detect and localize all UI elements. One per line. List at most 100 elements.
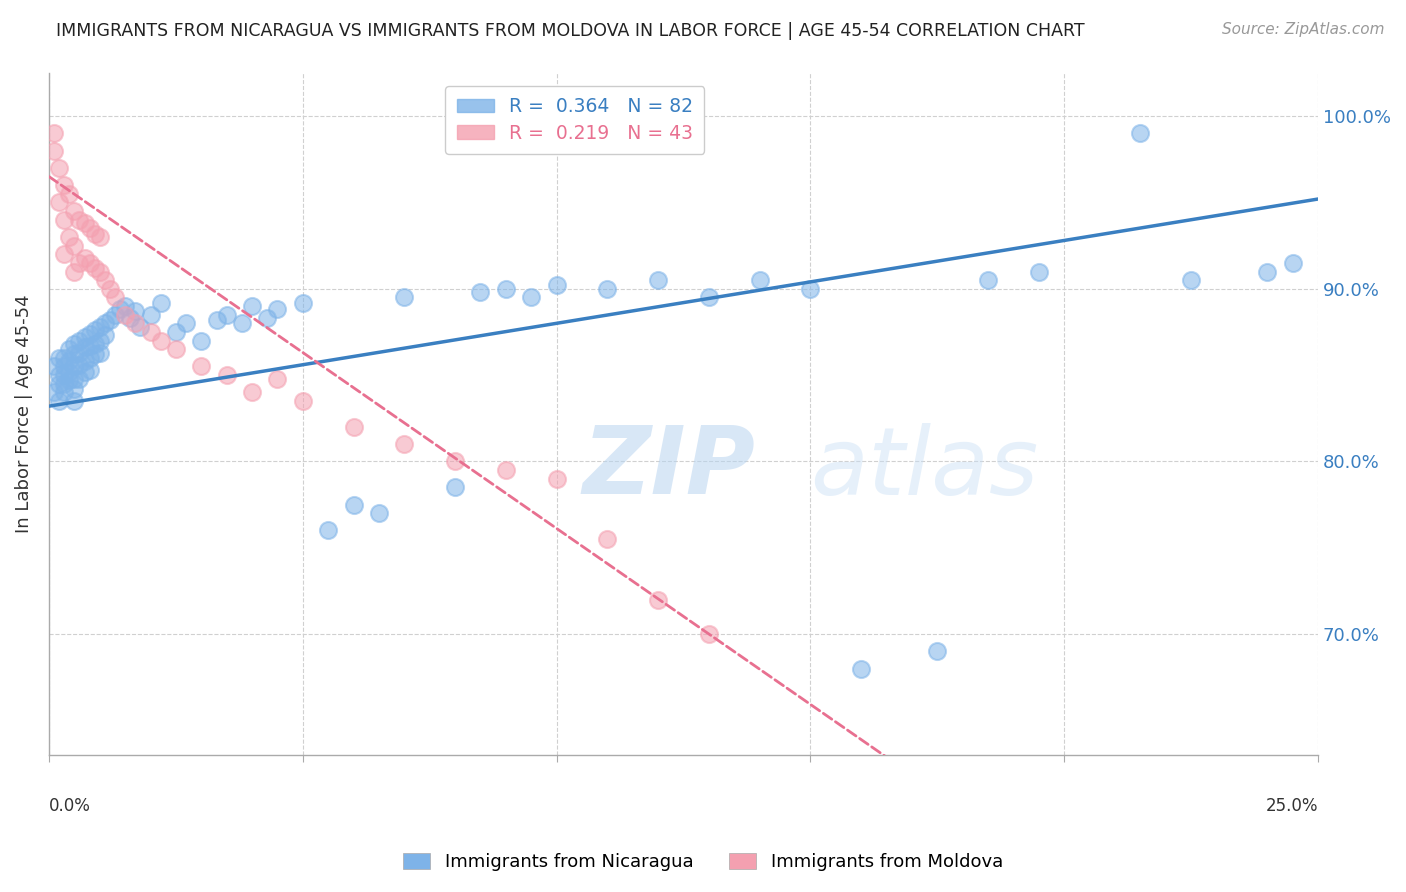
Point: [67, 334, 90, 348]
Point: [63, 382, 86, 396]
Point: [977, 273, 1000, 287]
Point: [83, 347, 105, 361]
Point: [697, 290, 720, 304]
Point: [799, 282, 821, 296]
Point: [266, 371, 288, 385]
Point: [851, 662, 873, 676]
Point: [73, 330, 96, 344]
Point: [89, 230, 111, 244]
Point: [63, 347, 86, 361]
Point: [190, 359, 212, 374]
Point: [165, 342, 187, 356]
Point: [67, 358, 90, 372]
Point: [139, 325, 162, 339]
Point: [1281, 256, 1303, 270]
Point: [48, 195, 70, 210]
Point: [444, 480, 467, 494]
Point: [495, 282, 517, 296]
Text: ZIP: ZIP: [582, 423, 755, 515]
Point: [53, 247, 76, 261]
Point: [149, 295, 172, 310]
Point: [120, 311, 142, 326]
Point: [83, 337, 105, 351]
Point: [470, 285, 492, 300]
Point: [53, 376, 76, 391]
Point: [266, 302, 288, 317]
Text: IMMIGRANTS FROM NICARAGUA VS IMMIGRANTS FROM MOLDOVA IN LABOR FORCE | AGE 45-54 : IMMIGRANTS FROM NICARAGUA VS IMMIGRANTS …: [56, 22, 1085, 40]
Point: [63, 337, 86, 351]
Point: [647, 273, 669, 287]
Point: [48, 368, 70, 383]
Point: [596, 282, 619, 296]
Point: [647, 592, 669, 607]
Point: [190, 334, 212, 348]
Legend: Immigrants from Nicaragua, Immigrants from Moldova: Immigrants from Nicaragua, Immigrants fr…: [395, 846, 1011, 879]
Point: [546, 278, 568, 293]
Point: [149, 334, 172, 348]
Point: [165, 325, 187, 339]
Point: [1129, 127, 1152, 141]
Point: [58, 230, 80, 244]
Point: [240, 299, 263, 313]
Point: [240, 385, 263, 400]
Point: [291, 394, 314, 409]
Point: [67, 212, 90, 227]
Point: [73, 354, 96, 368]
Point: [174, 316, 197, 330]
Point: [73, 341, 96, 355]
Point: [316, 524, 339, 538]
Point: [48, 351, 70, 365]
Point: [256, 311, 278, 326]
Point: [48, 394, 70, 409]
Point: [139, 308, 162, 322]
Point: [73, 251, 96, 265]
Point: [104, 308, 127, 322]
Point: [58, 354, 80, 368]
Point: [1180, 273, 1202, 287]
Point: [83, 227, 105, 241]
Point: [63, 394, 86, 409]
Point: [94, 316, 117, 330]
Point: [129, 319, 152, 334]
Point: [79, 221, 101, 235]
Point: [53, 212, 76, 227]
Point: [48, 161, 70, 175]
Point: [63, 359, 86, 374]
Point: [89, 264, 111, 278]
Point: [79, 363, 101, 377]
Point: [58, 365, 80, 379]
Point: [342, 420, 364, 434]
Point: [53, 359, 76, 374]
Point: [94, 273, 117, 287]
Point: [394, 437, 416, 451]
Point: [63, 264, 86, 278]
Point: [1256, 264, 1278, 278]
Point: [58, 342, 80, 356]
Point: [444, 454, 467, 468]
Point: [342, 498, 364, 512]
Point: [53, 385, 76, 400]
Point: [108, 302, 131, 317]
Point: [58, 373, 80, 387]
Point: [67, 371, 90, 385]
Point: [73, 216, 96, 230]
Point: [495, 463, 517, 477]
Text: 25.0%: 25.0%: [1265, 797, 1319, 814]
Point: [63, 204, 86, 219]
Point: [114, 308, 136, 322]
Point: [394, 290, 416, 304]
Point: [98, 313, 121, 327]
Point: [104, 290, 127, 304]
Point: [215, 308, 238, 322]
Point: [89, 319, 111, 334]
Point: [73, 365, 96, 379]
Point: [1028, 264, 1050, 278]
Point: [53, 351, 76, 365]
Text: Source: ZipAtlas.com: Source: ZipAtlas.com: [1222, 22, 1385, 37]
Point: [79, 351, 101, 365]
Point: [748, 273, 770, 287]
Point: [124, 304, 146, 318]
Point: [368, 506, 391, 520]
Point: [546, 472, 568, 486]
Point: [42, 144, 65, 158]
